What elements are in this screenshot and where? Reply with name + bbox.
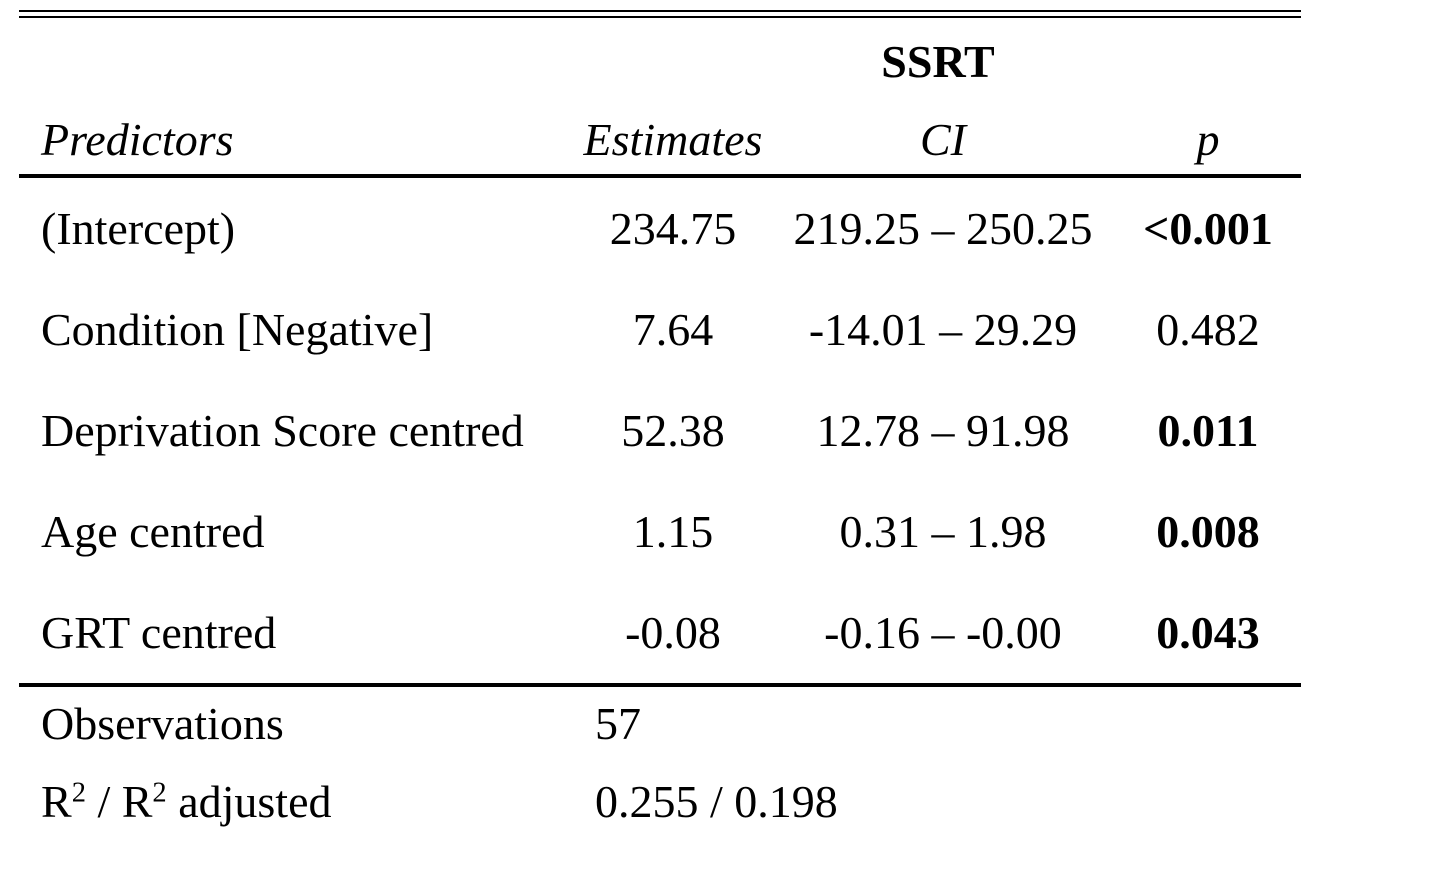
cell-estimate: 7.64 xyxy=(632,303,714,355)
r-squared-superscript: 2 xyxy=(71,777,86,809)
r-squared-label-part: / R xyxy=(85,776,153,827)
table-row-condition-negative: Condition [Negative] 7.64 -14.01 – 29.29… xyxy=(19,279,1301,380)
r-squared-superscript: 2 xyxy=(152,777,167,809)
cell-estimate: 234.75 xyxy=(609,202,737,254)
observations-label: Observations xyxy=(19,683,575,761)
cell-estimate: -0.08 xyxy=(625,606,721,658)
summary-row-r-squared: R2 / R2 adjusted 0.255 / 0.198 xyxy=(19,761,1301,843)
column-header-estimates: Estimates xyxy=(575,106,771,178)
cell-ci: -14.01 – 29.29 xyxy=(808,303,1078,355)
model-header-row: SSRT xyxy=(19,18,1301,106)
cell-predictor: Condition [Negative] xyxy=(41,303,434,355)
regression-table-container: SSRT Predictors Estimates CI p (Intercep… xyxy=(19,10,1302,843)
cell-p-value: <0.001 xyxy=(1143,202,1273,254)
observations-value: 57 xyxy=(575,683,1302,761)
model-header-spacer xyxy=(19,18,575,106)
r-squared-label-part: adjusted xyxy=(166,776,332,827)
cell-p-value: 0.043 xyxy=(1156,606,1260,658)
summary-row-observations: Observations 57 xyxy=(19,683,1302,761)
regression-results-table: SSRT Predictors Estimates CI p (Intercep… xyxy=(19,18,1302,843)
column-header-row: Predictors Estimates CI p xyxy=(19,106,1302,178)
cell-predictor: Deprivation Score centred xyxy=(41,404,524,456)
column-header-ci: CI xyxy=(771,106,1115,178)
cell-predictor: (Intercept) xyxy=(41,202,236,254)
table-row-deprivation-score: Deprivation Score centred 52.38 12.78 – … xyxy=(19,380,1301,481)
column-header-predictors: Predictors xyxy=(19,106,575,178)
cell-p-value: 0.482 xyxy=(1156,303,1260,355)
cell-predictor: GRT centred xyxy=(41,606,277,658)
cell-estimate: 1.15 xyxy=(632,505,714,557)
cell-estimate: 52.38 xyxy=(621,404,725,456)
table-row-age: Age centred 1.15 0.31 – 1.98 0.008 xyxy=(19,481,1301,582)
cell-ci: 0.31 – 1.98 xyxy=(839,505,1047,557)
r-squared-label-part: R xyxy=(41,776,72,827)
table-row-intercept: (Intercept) 234.75 219.25 – 250.25 <0.00… xyxy=(19,176,1301,279)
model-name-header: SSRT xyxy=(881,36,995,87)
top-double-rule xyxy=(19,10,1301,18)
r-squared-label: R2 / R2 adjusted xyxy=(19,761,575,843)
cell-p-value: 0.008 xyxy=(1156,505,1260,557)
cell-ci: 219.25 – 250.25 xyxy=(793,202,1093,254)
column-header-p: p xyxy=(1115,106,1302,178)
table-row-grt: GRT centred -0.08 -0.16 – -0.00 0.043 xyxy=(19,582,1301,685)
cell-p-value: 0.011 xyxy=(1157,404,1259,456)
cell-ci: -0.16 – -0.00 xyxy=(824,606,1062,658)
cell-ci: 12.78 – 91.98 xyxy=(816,404,1070,456)
r-squared-value: 0.255 / 0.198 xyxy=(595,776,838,827)
cell-predictor: Age centred xyxy=(41,505,265,557)
